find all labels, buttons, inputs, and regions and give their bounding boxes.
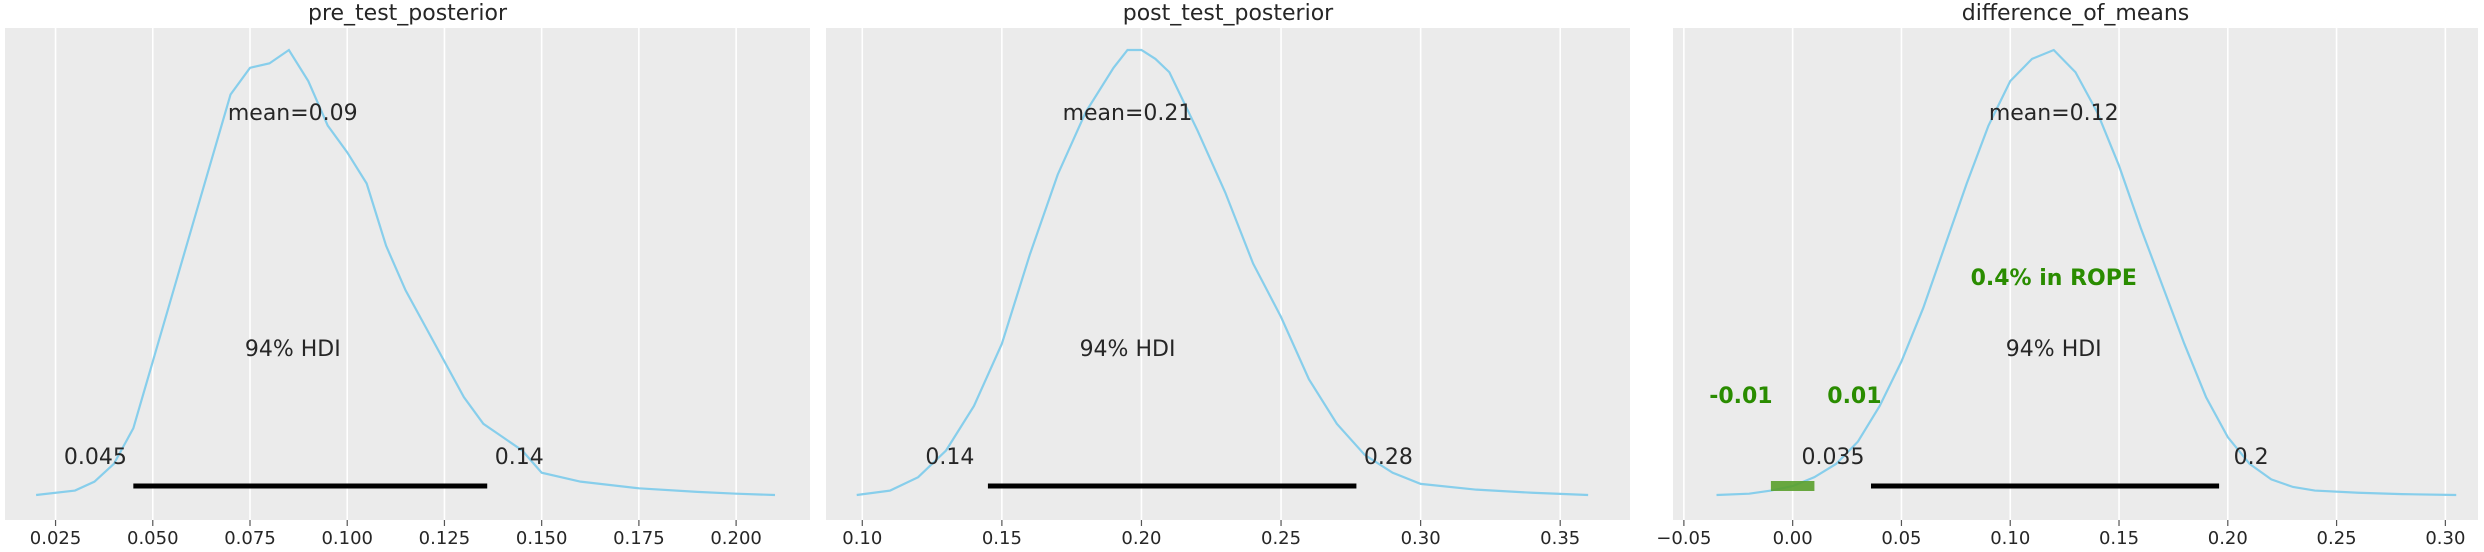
rope-percent-label: 0.4% in ROPE xyxy=(1971,266,2137,291)
x-tick-label: 0.25 xyxy=(1261,528,1301,549)
panel-title: post_test_posterior xyxy=(1123,1,1334,26)
hdi-high-label: 0.14 xyxy=(495,445,544,470)
x-tick-label: 0.20 xyxy=(1121,528,1161,549)
x-tick-label: 0.100 xyxy=(321,528,373,549)
plot-area xyxy=(826,28,1630,520)
x-tick-label: 0.25 xyxy=(2317,528,2357,549)
x-tick-label: 0.30 xyxy=(2425,528,2465,549)
panel-1: 0.025 0.050 0.075 0.100 0.125 0.150 0.175 0.200… xyxy=(5,1,810,549)
plot-area xyxy=(1673,28,2478,520)
x-tick-label: 0.125 xyxy=(419,528,471,549)
x-tick-label: 0.200 xyxy=(710,528,762,549)
x-tick-label: −0.05 xyxy=(1656,528,1711,549)
x-tick-label: 0.15 xyxy=(2099,528,2139,549)
x-tick-label: 0.050 xyxy=(127,528,179,549)
mean-label: mean=0.09 xyxy=(228,101,358,126)
panel-title: pre_test_posterior xyxy=(308,1,508,26)
x-tick-label: 0.10 xyxy=(842,528,882,549)
x-tick-label: 0.35 xyxy=(1540,528,1580,549)
hdi-label: 94% HDI xyxy=(2006,337,2102,362)
panel-2: 0.10 0.15 0.20 0.25 0.30 0.35 post_test_poster… xyxy=(826,1,1630,549)
density-curve xyxy=(35,48,776,497)
hdi-low-label: 0.035 xyxy=(1801,445,1864,470)
x-tick-label: 0.00 xyxy=(1773,528,1813,549)
x-tick-label: 0.15 xyxy=(982,528,1022,549)
x-tick-label: 0.075 xyxy=(224,528,276,549)
hdi-low-label: 0.045 xyxy=(64,445,127,470)
x-tick-label: 0.20 xyxy=(2208,528,2248,549)
rope-high-label: 0.01 xyxy=(1827,384,1881,409)
x-tick-label: 0.150 xyxy=(516,528,568,549)
panel-3: −0.05 0.00 0.05 0.10 0.15 0.20 0.25 0.30 differe… xyxy=(1656,1,2478,549)
plot-area xyxy=(5,28,810,520)
hdi-low-label: 0.14 xyxy=(925,445,974,470)
hdi-high-label: 0.28 xyxy=(1364,445,1413,470)
x-tick-label: 0.30 xyxy=(1401,528,1441,549)
rope-bar xyxy=(1770,481,1815,491)
hdi-label: 94% HDI xyxy=(1080,337,1176,362)
hdi-high-label: 0.2 xyxy=(2234,445,2269,470)
x-tick-label: 0.05 xyxy=(1881,528,1921,549)
x-tick-label: 0.10 xyxy=(1990,528,2030,549)
density-curve xyxy=(1716,48,2457,497)
panel-title: difference_of_means xyxy=(1962,1,2190,26)
x-tick-label: 0.175 xyxy=(613,528,665,549)
density-curve xyxy=(856,48,1589,497)
mean-label: mean=0.12 xyxy=(1989,101,2119,126)
mean-label: mean=0.21 xyxy=(1063,101,1193,126)
hdi-label: 94% HDI xyxy=(245,337,341,362)
rope-low-label: -0.01 xyxy=(1709,384,1772,409)
x-tick-label: 0.025 xyxy=(30,528,82,549)
